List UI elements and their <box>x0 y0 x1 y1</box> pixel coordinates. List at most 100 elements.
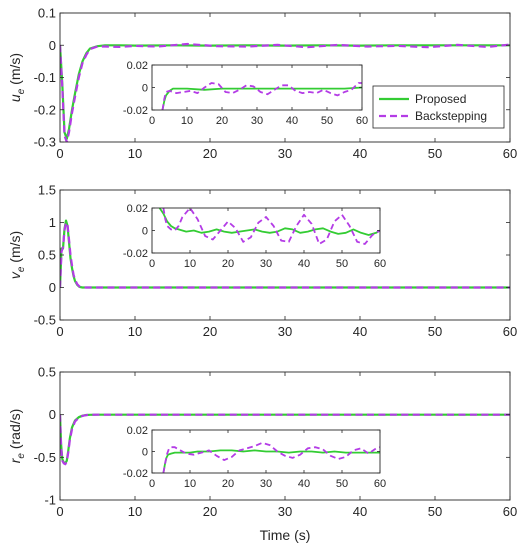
inset-axis-ytick-label: 0 <box>142 446 148 458</box>
inset-axis-xtick-label: 20 <box>222 258 234 270</box>
inset-axis-xtick-label: 30 <box>251 115 263 127</box>
y-axis-label: ve (m/s) <box>7 231 27 279</box>
axis-ytick-label: -0.5 <box>34 450 56 465</box>
axis-xtick-label: 0 <box>56 146 63 161</box>
axis-ytick-label: -0.5 <box>34 313 56 328</box>
inset-axis-xtick-label: 20 <box>216 115 228 127</box>
inset-axis-xtick-label: 0 <box>149 478 155 490</box>
inset-axis-frame <box>151 429 381 474</box>
axis-xtick-label: 0 <box>56 324 63 339</box>
inset-axis-ytick-label: -0.02 <box>123 105 148 117</box>
subplot-3: 0 10 20 30 40 50 60 -1 -0.5 0 0.5 re (rad/s) Time (s… <box>7 365 517 543</box>
axis-xtick-label: 10 <box>128 504 142 519</box>
axis-xtick-label: 40 <box>353 504 367 519</box>
inset-axis-frame <box>151 207 381 254</box>
inset-axis-ytick-label: -0.02 <box>123 468 148 480</box>
series-line-backstepping <box>60 221 510 289</box>
axis-xtick-label: 20 <box>203 324 217 339</box>
axis-xtick-label: 40 <box>353 324 367 339</box>
series-line-proposed <box>161 86 362 110</box>
legend-label: Proposed <box>415 92 466 106</box>
axis-xtick-label: 40 <box>353 146 367 161</box>
inset-axis-ytick-label: 0 <box>142 82 148 94</box>
axis-xtick-label: 30 <box>278 504 292 519</box>
inset-axis-xtick-label: 40 <box>298 478 310 490</box>
y-axis-label: ue (m/s) <box>7 53 27 102</box>
inset-axis-xtick-label: 50 <box>336 258 348 270</box>
axis-frame <box>59 371 511 501</box>
axis-frame <box>59 12 511 143</box>
inset-axis-xtick-label: 10 <box>184 478 196 490</box>
inset-axis-xtick-label: 40 <box>286 115 298 127</box>
inset-axis-xtick-label: 50 <box>336 478 348 490</box>
inset-axis-xtick-label: 20 <box>222 478 234 490</box>
series-line-proposed <box>162 449 380 473</box>
inset-axis-xtick-label: 10 <box>181 115 193 127</box>
axis-xtick-label: 60 <box>503 146 517 161</box>
axis-ytick-label: -0.2 <box>34 102 56 117</box>
inset-series-group <box>162 441 380 473</box>
series-group <box>60 219 510 289</box>
inset-axis-ytick-label: 0.02 <box>127 425 148 437</box>
inset-axis-ytick-label: 0 <box>142 225 148 237</box>
inset-axis-ytick-label: -0.02 <box>123 248 148 260</box>
axis-ytick-label: -1 <box>44 493 56 508</box>
series-line-proposed <box>158 208 380 236</box>
axis-ytick-label: 0 <box>49 407 56 422</box>
inset-series-group <box>161 82 362 110</box>
legend-box <box>372 85 505 129</box>
series-group <box>60 413 510 466</box>
axis-ytick-label: 1.5 <box>38 183 56 198</box>
axis-ytick-label: -0.1 <box>34 70 56 85</box>
series-line-backstepping <box>162 441 380 473</box>
axis-xtick-label: 10 <box>128 324 142 339</box>
series-line-backstepping <box>161 82 362 110</box>
axis-ytick-label: -0.3 <box>34 135 56 150</box>
subplot-2: 0 10 20 30 40 50 60-0.500.511.5ve (m/s) 0 10 20 30… <box>7 183 517 339</box>
axis-ytick-label: 0 <box>49 280 56 295</box>
axis-xtick-label: 20 <box>203 146 217 161</box>
axis-ytick-label: 1 <box>49 215 56 230</box>
inset-axis-xtick-label: 50 <box>321 115 333 127</box>
inset-axis-xtick-label: 10 <box>184 258 196 270</box>
axis-xtick-label: 50 <box>428 504 442 519</box>
x-axis-label: Time (s) <box>260 527 311 543</box>
inset-axis-frame <box>151 64 363 111</box>
axis-frame <box>59 189 511 321</box>
inset-area <box>152 208 380 253</box>
inset-axis-xtick-label: 30 <box>260 258 272 270</box>
legend: Proposed Backstepping <box>372 85 505 129</box>
inset-axis-ytick-label: 0.02 <box>127 203 148 215</box>
axis-ytick-label: 0.1 <box>38 6 56 21</box>
axis-ytick-label: 0.5 <box>38 248 56 263</box>
series-line-backstepping <box>60 42 510 142</box>
inset-area <box>152 65 362 110</box>
inset-axis-xtick-label: 60 <box>374 258 386 270</box>
axis-xtick-label: 60 <box>503 324 517 339</box>
axis-xtick-label: 0 <box>56 504 63 519</box>
inset-axis-xtick-label: 0 <box>149 115 155 127</box>
axis-xtick-label: 50 <box>428 146 442 161</box>
axis-xtick-label: 20 <box>203 504 217 519</box>
legend-label: Backstepping <box>415 109 487 123</box>
axis-xtick-label: 10 <box>128 146 142 161</box>
inset-axis-xtick-label: 60 <box>374 478 386 490</box>
inset-axis-xtick-label: 0 <box>149 258 155 270</box>
inset-axis-xtick-label: 40 <box>298 258 310 270</box>
axis-ytick-label: 0.5 <box>38 365 56 380</box>
axis-xtick-label: 60 <box>503 504 517 519</box>
axis-xtick-label: 30 <box>278 146 292 161</box>
axis-ytick-label: 0 <box>49 38 56 53</box>
axis-xtick-label: 50 <box>428 324 442 339</box>
subplot-1: 0 10 20 30 40 50 60 -0.3 -0.2 -0.1 0 0.1 ue (m/s) 0 10… <box>7 6 517 161</box>
inset-axis-xtick-label: 60 <box>356 115 368 127</box>
axis-xtick-label: 30 <box>278 324 292 339</box>
series-group <box>60 42 510 142</box>
inset-series-group <box>158 208 380 245</box>
inset-axis-xtick-label: 30 <box>260 478 272 490</box>
inset-axis-ytick-label: 0.02 <box>127 60 148 72</box>
